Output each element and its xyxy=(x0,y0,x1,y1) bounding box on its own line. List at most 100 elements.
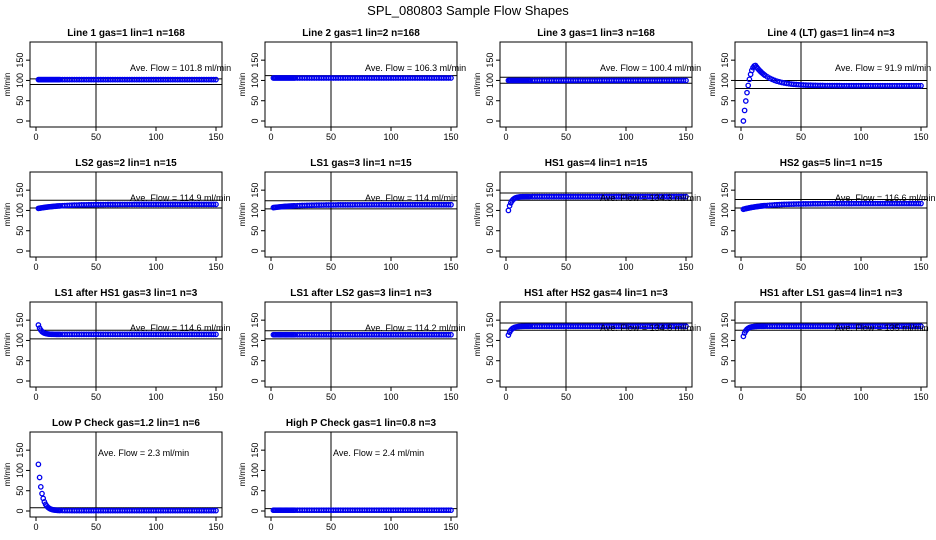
x-tick-label: 150 xyxy=(913,392,928,402)
data-point xyxy=(445,201,452,208)
y-tick-label: 0 xyxy=(720,248,730,253)
y-tick-label: 0 xyxy=(15,248,25,253)
plot-box xyxy=(734,301,928,388)
y-tick-label: 0 xyxy=(720,378,730,383)
average-flow-annotation: Ave. Flow = 91.9 ml/min xyxy=(835,63,931,73)
average-flow-annotation: Ave. Flow = 114.9 ml/min xyxy=(130,193,230,203)
y-tick-label: 50 xyxy=(720,96,730,106)
data-point xyxy=(210,201,217,208)
average-flow-annotation: Ave. Flow = 106.3 ml/min xyxy=(365,63,466,73)
data-point xyxy=(683,77,689,84)
panel-4: Line 4 (LT) gas=1 lin=4 n=3 0 50 100 150 0 50 1… xyxy=(708,28,931,142)
data-point xyxy=(213,507,219,514)
x-tick-label: 0 xyxy=(33,262,38,272)
panel-10: LS1 after LS2 gas=3 lin=1 n=3 0 50 100 150 0 5… xyxy=(238,288,465,402)
data-point xyxy=(745,82,752,89)
y-tick-label: 50 xyxy=(250,356,260,366)
data-point xyxy=(741,107,748,114)
x-tick-label: 50 xyxy=(326,262,336,272)
x-tick-label: 100 xyxy=(383,132,398,142)
data-point xyxy=(748,67,755,74)
plot-box xyxy=(499,171,693,258)
data-series xyxy=(270,75,454,81)
x-tick-label: 100 xyxy=(148,522,163,532)
data-point xyxy=(683,193,689,200)
y-tick-label: 150 xyxy=(485,313,495,328)
y-tick-label: 50 xyxy=(720,226,730,236)
x-tick-label: 0 xyxy=(33,392,38,402)
x-tick-label: 0 xyxy=(33,132,38,142)
x-tick-label: 150 xyxy=(913,262,928,272)
plot-box xyxy=(264,171,458,258)
x-tick-label: 150 xyxy=(443,522,458,532)
x-tick-label: 50 xyxy=(796,262,806,272)
data-point xyxy=(445,507,452,514)
data-point xyxy=(445,331,452,338)
y-tick-label: 50 xyxy=(15,486,25,496)
x-tick-label: 150 xyxy=(443,132,458,142)
data-point xyxy=(37,484,44,490)
average-flow-annotation: Ave. Flow = 114.2 ml/min xyxy=(365,323,465,333)
y-tick-label: 100 xyxy=(250,73,260,88)
average-flow-annotation: Ave. Flow = 134.3 ml/min xyxy=(600,193,701,203)
data-point xyxy=(918,323,924,330)
data-series xyxy=(740,62,924,124)
y-tick-label: 100 xyxy=(250,333,260,348)
y-tick-label: 100 xyxy=(720,203,730,218)
panel-13: Low P Check gas=1.2 lin=1 n=6 0 50 100 150 0 5… xyxy=(3,418,224,532)
y-tick-label: 50 xyxy=(250,226,260,236)
data-point xyxy=(918,82,924,89)
data-series xyxy=(35,76,219,83)
y-tick-label: 150 xyxy=(720,313,730,328)
x-tick-label: 150 xyxy=(208,262,223,272)
x-tick-label: 0 xyxy=(503,262,508,272)
data-series xyxy=(35,322,219,338)
y-axis-label: ml/min xyxy=(708,73,717,97)
y-tick-label: 0 xyxy=(250,248,260,253)
x-tick-label: 150 xyxy=(678,392,693,402)
y-tick-label: 100 xyxy=(485,203,495,218)
y-tick-label: 150 xyxy=(250,183,260,198)
x-tick-label: 50 xyxy=(561,262,571,272)
y-tick-label: 100 xyxy=(15,333,25,348)
data-point xyxy=(505,207,512,214)
y-tick-label: 50 xyxy=(485,96,495,106)
panel-12: HS1 after LS1 gas=4 lin=1 n=3 0 50 100 150 0 5… xyxy=(708,288,929,402)
x-tick-label: 100 xyxy=(383,392,398,402)
plot-box xyxy=(264,301,458,388)
x-tick-label: 0 xyxy=(268,392,273,402)
y-tick-label: 100 xyxy=(250,203,260,218)
data-point xyxy=(683,323,689,330)
average-flow-annotation: Ave. Flow = 101.8 ml/min xyxy=(130,63,231,73)
y-tick-label: 50 xyxy=(720,356,730,366)
data-point xyxy=(680,193,687,200)
plot-box xyxy=(264,41,458,128)
y-axis-label: ml/min xyxy=(238,73,247,97)
x-tick-label: 0 xyxy=(738,392,743,402)
x-tick-label: 150 xyxy=(678,262,693,272)
panel-3: Line 3 gas=1 lin=3 n=168 0 50 100 150 0 50 100 1… xyxy=(473,28,701,142)
data-point xyxy=(918,200,924,207)
y-tick-label: 100 xyxy=(720,73,730,88)
panel-title: Line 2 gas=1 lin=2 n=168 xyxy=(302,28,420,39)
panel-8: HS2 gas=5 lin=1 n=150 50 100 150050100150ml… xyxy=(708,158,935,272)
data-series xyxy=(505,77,689,84)
x-tick-label: 0 xyxy=(33,522,38,532)
average-flow-annotation: Ave. Flow = 2.4 ml/min xyxy=(333,448,424,458)
x-tick-label: 50 xyxy=(91,262,101,272)
average-flow-annotation: Ave. Flow = 114 ml/min xyxy=(365,193,458,203)
y-axis-label: ml/min xyxy=(3,463,12,487)
data-point xyxy=(915,323,922,330)
y-axis-label: ml/min xyxy=(708,333,717,357)
panel-title: HS2 gas=5 lin=1 n=15 xyxy=(780,158,883,169)
y-tick-label: 150 xyxy=(15,53,25,68)
x-tick-label: 100 xyxy=(148,262,163,272)
y-tick-label: 50 xyxy=(250,96,260,106)
panel-title: Line 3 gas=1 lin=3 n=168 xyxy=(537,28,655,39)
data-series xyxy=(270,201,454,211)
average-flow-annotation: Ave. Flow = 116.6 ml/min xyxy=(835,193,935,203)
x-tick-label: 0 xyxy=(268,132,273,142)
average-flow-annotation: Ave. Flow = 2.3 ml/min xyxy=(98,448,189,458)
x-tick-label: 100 xyxy=(618,132,633,142)
